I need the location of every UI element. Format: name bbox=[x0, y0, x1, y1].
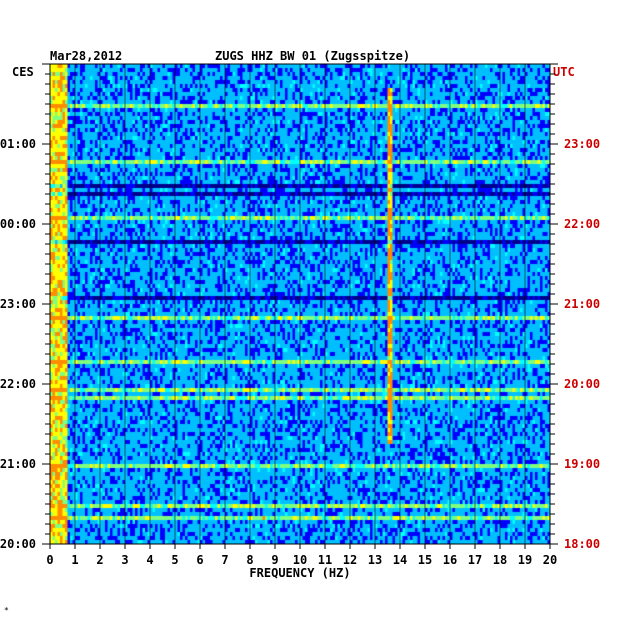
right-time-label: 20:00 bbox=[564, 377, 600, 391]
x-tick-label: 14 bbox=[393, 553, 407, 567]
x-tick-label: 2 bbox=[96, 553, 103, 567]
x-tick-label: 4 bbox=[146, 553, 153, 567]
x-tick-label: 7 bbox=[221, 553, 228, 567]
x-tick-label: 1 bbox=[71, 553, 78, 567]
x-tick-label: 6 bbox=[196, 553, 203, 567]
left-time-label: 21:00 bbox=[0, 457, 36, 471]
corner-mark: * bbox=[4, 606, 9, 615]
x-tick-label: 20 bbox=[543, 553, 557, 567]
x-axis-label: FREQUENCY (HZ) bbox=[249, 566, 350, 580]
chart-date: Mar28,2012 bbox=[50, 49, 122, 63]
right-time-label: 21:00 bbox=[564, 297, 600, 311]
right-time-label: 23:00 bbox=[564, 137, 600, 151]
x-tick-label: 10 bbox=[293, 553, 307, 567]
axis-ticks bbox=[42, 63, 558, 549]
x-tick-label: 0 bbox=[46, 553, 53, 567]
right-time-label: 22:00 bbox=[564, 217, 600, 231]
x-tick-label: 15 bbox=[418, 553, 432, 567]
left-time-label: 22:00 bbox=[0, 377, 36, 391]
x-tick-label: 8 bbox=[246, 553, 253, 567]
tick-labels: 0 1 2 3 4 5 6 7 8 9 10 11 12 13 14 15 16 17 18 19 2001:0000:… bbox=[0, 137, 600, 567]
left-time-label: 01:00 bbox=[0, 137, 36, 151]
left-time-label: 23:00 bbox=[0, 297, 36, 311]
x-tick-label: 13 bbox=[368, 553, 382, 567]
x-tick-label: 18 bbox=[493, 553, 507, 567]
x-tick-label: 16 bbox=[443, 553, 457, 567]
right-time-label: 18:00 bbox=[564, 537, 600, 551]
left-axis-label: CES bbox=[12, 65, 34, 79]
x-tick-label: 17 bbox=[468, 553, 482, 567]
grid-lines bbox=[49, 64, 551, 544]
right-axis-label: UTC bbox=[553, 65, 575, 79]
x-tick-label: 3 bbox=[121, 553, 128, 567]
x-tick-label: 5 bbox=[171, 553, 178, 567]
right-time-label: 19:00 bbox=[564, 457, 600, 471]
chart-title: ZUGS HHZ BW 01 (Zugsspitze) bbox=[215, 49, 410, 63]
plot-frame bbox=[49, 63, 551, 545]
x-tick-label: 12 bbox=[343, 553, 357, 567]
left-time-label: 20:00 bbox=[0, 537, 36, 551]
x-tick-label: 19 bbox=[518, 553, 532, 567]
x-tick-label: 11 bbox=[318, 553, 332, 567]
left-time-label: 00:00 bbox=[0, 217, 36, 231]
x-tick-label: 9 bbox=[271, 553, 278, 567]
